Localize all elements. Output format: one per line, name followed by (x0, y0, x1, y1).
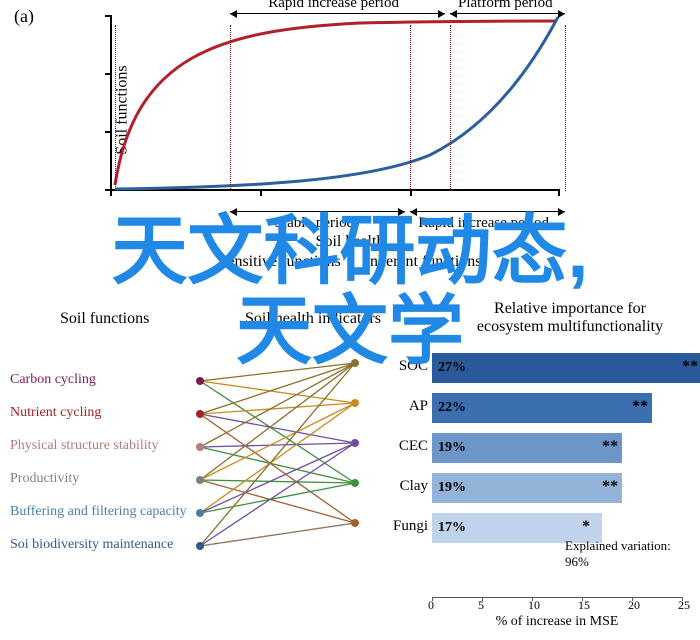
x-tick (558, 191, 560, 196)
mid-title: Soil health (0, 233, 700, 251)
function-label: Productivity (10, 471, 79, 487)
vertical-dash (115, 25, 116, 191)
function-label: Buffering and filtering capacity (10, 504, 187, 520)
bar-significance: * (582, 518, 590, 536)
bar-row: AP 22% ** (370, 390, 690, 426)
indicator-dot (351, 479, 359, 487)
network-edge (200, 443, 355, 447)
panel-label-a: (a) (14, 6, 34, 27)
network-edge (200, 381, 355, 403)
bar-significance: ** (602, 478, 618, 496)
curve-red (115, 21, 555, 185)
network-edge (200, 483, 355, 513)
period-label: Platform period (458, 0, 553, 12)
mid-subtitle: Sensitive functions Inherent functions (0, 253, 700, 271)
bar-row: SOC27%** (370, 350, 690, 386)
x-tick (410, 191, 412, 196)
network-edge (200, 363, 355, 381)
mid-right: Inherent functions (365, 253, 482, 270)
bottom-panel: Soil functions Soil health indicators Re… (0, 300, 700, 630)
bar-significance: ** (682, 358, 698, 376)
network-edge (200, 363, 355, 414)
mid-left: Sensitive functions (218, 253, 340, 270)
bars-x-tickmark (532, 597, 533, 601)
bar-significance: ** (602, 438, 618, 456)
network-edge (200, 523, 355, 546)
network-edge (200, 363, 355, 546)
function-dot (196, 542, 204, 550)
bar-percent: 27% (438, 360, 466, 376)
function-node: Carbon cycling (0, 372, 210, 390)
bar-name: Fungi (368, 518, 428, 535)
network-edge (200, 480, 355, 483)
function-label: Soi biodiversity maintenance (10, 537, 173, 553)
bar-percent: 22% (438, 400, 466, 416)
vertical-dash (565, 25, 566, 191)
network-edge (200, 414, 355, 443)
function-dot (196, 476, 204, 484)
bar-significance: ** (632, 398, 648, 416)
function-node: Nutrient cycling (0, 405, 210, 423)
period-arrow (410, 211, 565, 212)
bar-name: SOC (368, 358, 428, 375)
vertical-dash (410, 25, 411, 191)
period-arrow (230, 211, 405, 212)
bars-x-tickmark (682, 597, 683, 601)
function-label: Carbon cycling (10, 372, 96, 388)
bars-x-tickmark (632, 597, 633, 601)
x-tick (110, 191, 112, 196)
curve-blue (115, 17, 558, 189)
indicator-dot (351, 359, 359, 367)
vertical-dash (450, 25, 451, 191)
function-dot (196, 509, 204, 517)
period-arrow (450, 13, 565, 14)
function-label: Nutrient cycling (10, 405, 101, 421)
period-label: Stable period (275, 215, 355, 232)
period-arrow (230, 13, 445, 14)
bars-x-tick: 15 (578, 598, 590, 613)
bar-name: AP (368, 398, 428, 415)
bar-name: Clay (368, 478, 428, 495)
function-node: Soi biodiversity maintenance (0, 537, 210, 555)
bars-x-tick: 25 (678, 598, 690, 613)
bars-x-tick: 0 (428, 598, 434, 613)
vertical-dash (230, 25, 231, 191)
indicator-dot (351, 439, 359, 447)
bars-x-tickmark (482, 597, 483, 601)
bar-rect (432, 353, 700, 383)
network-edge (200, 381, 355, 483)
network-edge (200, 363, 355, 480)
bars-x-axis (432, 597, 682, 598)
bars-x-label: % of increase in MSE (432, 614, 682, 630)
period-label: Rapid increase period (418, 215, 549, 232)
function-node: Productivity (0, 471, 210, 489)
soil-functions-chart: Soil functions Rapid increase periodPlat… (110, 15, 560, 205)
bar-percent: 17% (438, 520, 466, 536)
function-dot (196, 377, 204, 385)
bar-percent: 19% (438, 480, 466, 496)
bars-x-tickmark (432, 597, 433, 601)
function-node: Physical structure stability (0, 438, 210, 456)
bar-name: CEC (368, 438, 428, 455)
function-node: Buffering and filtering capacity (0, 504, 210, 522)
explained-variation: Explained variation: 96% (565, 538, 690, 570)
bar-percent: 19% (438, 440, 466, 456)
indicator-dot (351, 399, 359, 407)
bars-x-tick: 10 (528, 598, 540, 613)
network-edge (200, 480, 355, 523)
bars-x-tick: 5 (478, 598, 484, 613)
indicator-dot (351, 519, 359, 527)
function-label: Physical structure stability (10, 438, 159, 454)
function-dot (196, 410, 204, 418)
function-dot (196, 443, 204, 451)
curves-svg (110, 15, 560, 191)
importance-bars: SOC27%**AP22%**CEC19%**Clay19%**Fungi17%… (370, 350, 690, 620)
bar-row: Clay 19% ** (370, 470, 690, 506)
bars-x-tick: 20 (628, 598, 640, 613)
period-label: Rapid increase period (268, 0, 399, 12)
bars-x-tickmark (582, 597, 583, 601)
bar-row: CEC 19% ** (370, 430, 690, 466)
x-tick (260, 191, 262, 196)
